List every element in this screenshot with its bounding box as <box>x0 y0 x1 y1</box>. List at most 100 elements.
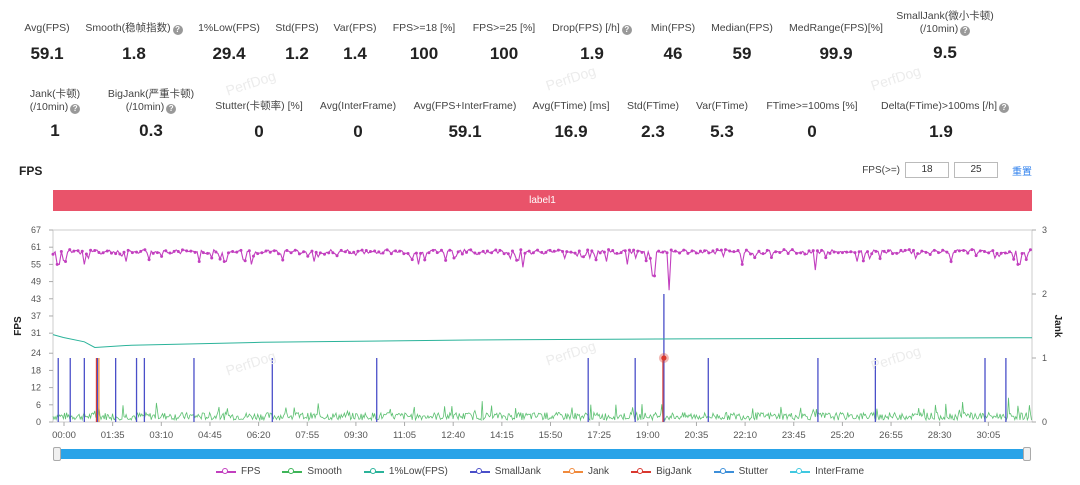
fps-point <box>1016 262 1020 266</box>
fps-point <box>607 248 611 252</box>
stat-value: 0 <box>353 122 363 141</box>
fps-point <box>101 251 105 255</box>
fps-point <box>815 249 819 253</box>
fps-point <box>439 248 443 252</box>
fps-point <box>473 251 477 255</box>
fps-point <box>72 249 76 253</box>
legend-item-stutter[interactable]: Stutter <box>713 466 768 477</box>
legend-item-smooth[interactable]: Smooth <box>282 466 342 477</box>
fps-point <box>419 251 423 255</box>
fps-point <box>953 249 957 253</box>
help-icon[interactable]: ? <box>172 25 183 35</box>
fps-point <box>895 251 899 255</box>
fps-point <box>987 251 991 255</box>
legend-item-interframe[interactable]: InterFrame <box>790 466 864 477</box>
fps-point <box>260 251 264 255</box>
fps-point <box>594 258 598 262</box>
fps-point <box>164 249 168 253</box>
fps-point <box>206 251 210 255</box>
help-icon[interactable]: ? <box>70 104 81 114</box>
stat-label: MedRange(FPS)[%] <box>789 22 883 34</box>
help-icon[interactable]: ? <box>621 25 632 35</box>
fps-point <box>427 251 431 255</box>
stat-stats_row1-9: Median(FPS) 59 <box>682 22 802 64</box>
time-range-slider[interactable] <box>53 447 1031 461</box>
fps-point <box>786 252 790 256</box>
legend-item-smalljank[interactable]: SmallJank <box>469 466 541 477</box>
fps-point <box>247 249 251 253</box>
help-icon[interactable]: ? <box>166 104 177 114</box>
fps-point <box>414 251 418 255</box>
stat-stats_row2-7: Var(FTime) 5.3 <box>662 100 782 142</box>
fps-point <box>151 251 155 255</box>
fps-point <box>55 262 59 266</box>
stat-stats_row1-7: Drop(FPS) [/h]? 1.9 <box>532 22 652 64</box>
legend-label: InterFrame <box>815 466 865 477</box>
x-tick-label: 23:45 <box>782 430 806 441</box>
stat-value: 100 <box>489 44 519 63</box>
fps-point <box>811 249 815 253</box>
fps-threshold-input-2[interactable]: 25 <box>954 162 998 178</box>
slider-handle-left[interactable] <box>53 447 61 461</box>
fps-points <box>51 248 1032 278</box>
help-icon[interactable]: ? <box>960 26 971 36</box>
x-tick-label: 26:55 <box>879 430 903 441</box>
fps-point <box>76 249 80 253</box>
stat-value: 99.9 <box>819 44 853 63</box>
fps-point <box>536 248 540 252</box>
fps-point <box>193 250 197 254</box>
fps-point <box>749 252 753 256</box>
fps-point <box>323 252 327 256</box>
stat-stats_row1-8: Min(FPS) 46 <box>613 22 733 64</box>
legend-swatch <box>215 467 236 474</box>
fps-point <box>377 250 381 254</box>
label-bar[interactable]: label1 <box>53 190 1032 211</box>
fps-point <box>732 250 736 254</box>
fps-point <box>569 250 573 254</box>
fps-point <box>515 258 519 262</box>
fps-point <box>982 249 986 253</box>
fps-point <box>928 253 932 257</box>
fps-point <box>385 248 389 252</box>
fps-point <box>143 248 147 252</box>
slider-handle-right[interactable] <box>1023 447 1031 461</box>
stat-value: 2.3 <box>641 122 665 141</box>
help-icon[interactable]: ? <box>999 103 1010 113</box>
fps-point <box>903 248 907 252</box>
legend-label: SmallJank <box>494 466 541 477</box>
fps-point <box>452 256 456 260</box>
fps-point <box>962 248 966 252</box>
fps-point <box>389 252 393 256</box>
fps-point <box>878 257 882 261</box>
legend-item-bigjank[interactable]: BigJank <box>631 466 692 477</box>
legend-item-fps[interactable]: FPS <box>215 466 260 477</box>
stat-label: SmallJank(微小卡顿) <box>896 10 994 22</box>
fps-series <box>52 248 1031 291</box>
legend-item-1-low-fps-[interactable]: 1%Low(FPS) <box>363 466 448 477</box>
fps-point <box>64 260 68 264</box>
fps-point <box>398 249 402 253</box>
fps-point <box>348 251 352 255</box>
fps-point <box>485 249 489 253</box>
fps-point <box>268 250 272 254</box>
fps-point <box>523 251 527 255</box>
x-tick-label: 19:00 <box>636 430 660 441</box>
fps-point <box>373 249 377 253</box>
fps-point <box>423 258 427 262</box>
fps-point <box>506 252 510 256</box>
fps-point <box>703 249 707 253</box>
fps-point <box>627 248 631 252</box>
legend-item-jank[interactable]: Jank <box>562 466 609 477</box>
fps-point <box>235 250 239 254</box>
slider-selection[interactable] <box>57 449 1027 459</box>
fps-point <box>774 250 778 254</box>
fps-threshold-input-1[interactable]: 18 <box>905 162 949 178</box>
stat-label: FPS>=25 [%] <box>472 22 536 34</box>
stat-stats_row1-2: 1%Low(FPS) 29.4 <box>169 22 289 64</box>
fps-point <box>769 255 773 259</box>
reset-button[interactable]: 重置 <box>1012 166 1032 178</box>
fps-point <box>197 260 201 264</box>
stat-value: 5.3 <box>710 122 734 141</box>
fps-point <box>623 249 627 253</box>
fps-point <box>264 249 268 253</box>
